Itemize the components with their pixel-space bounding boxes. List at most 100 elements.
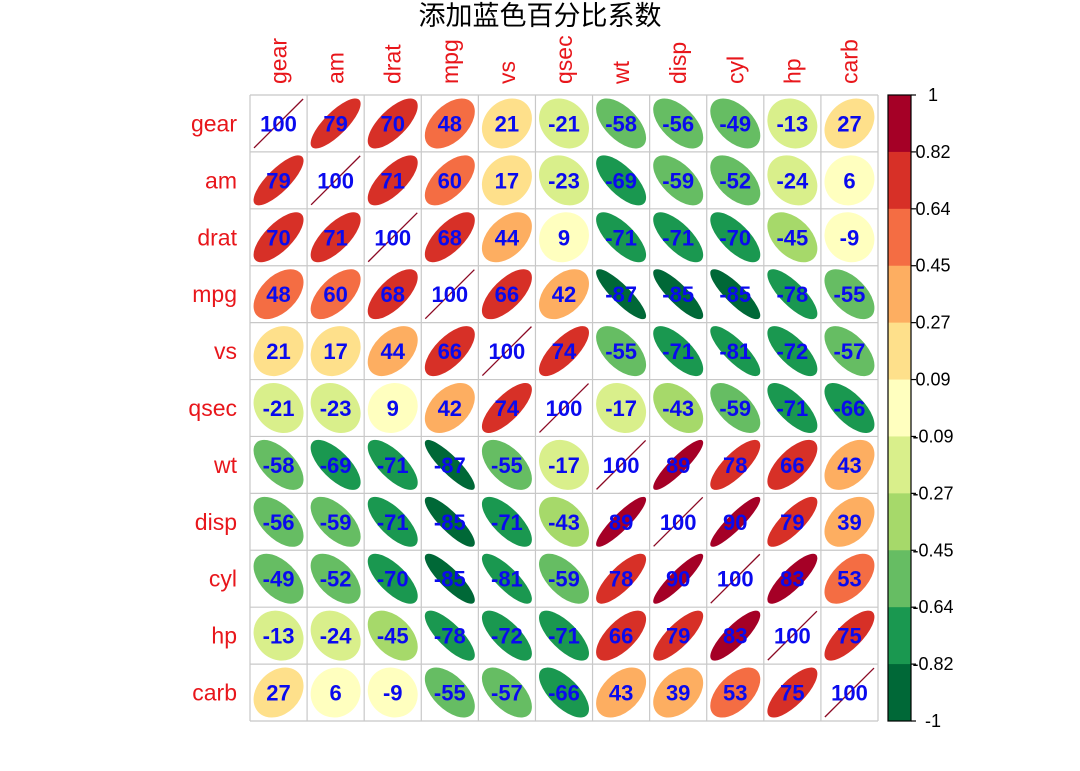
correlation-ellipse <box>653 610 704 661</box>
matrix-cell: 100 <box>481 326 532 377</box>
matrix-cell: -72 <box>481 610 532 661</box>
correlation-value: 79 <box>666 624 690 649</box>
matrix-cell: -55 <box>481 439 532 490</box>
correlation-ellipse <box>596 98 647 149</box>
correlation-ellipse <box>367 269 418 320</box>
correlation-value: -81 <box>719 339 751 364</box>
correlation-ellipse <box>424 553 475 604</box>
correlation-ellipse <box>539 326 589 377</box>
y-axis-label: mpg <box>192 281 237 307</box>
correlation-value: 44 <box>380 339 405 364</box>
correlation-value: 100 <box>717 567 754 592</box>
matrix-cell: -58 <box>253 439 304 490</box>
matrix-cell: -56 <box>653 98 704 149</box>
correlation-ellipse <box>310 496 361 547</box>
matrix-cell: -66 <box>539 667 589 718</box>
correlation-value: -70 <box>719 225 751 250</box>
correlation-value: -23 <box>320 396 352 421</box>
matrix-cell: -87 <box>424 439 475 490</box>
correlation-value: -21 <box>548 111 580 136</box>
correlation-value: -55 <box>434 681 466 706</box>
y-axis-label: wt <box>213 452 238 478</box>
correlation-value: -52 <box>320 567 352 592</box>
colorbar-bin <box>888 607 911 665</box>
correlation-ellipse <box>824 496 875 547</box>
matrix-cell: 44 <box>481 212 532 263</box>
diagonal-line <box>481 326 532 377</box>
matrix-cell: 79 <box>653 610 704 661</box>
correlation-ellipse <box>367 553 418 604</box>
correlation-ellipse <box>424 667 475 718</box>
correlation-value: -71 <box>662 225 694 250</box>
correlation-ellipse <box>596 212 647 263</box>
matrix-cell: 89 <box>653 439 704 490</box>
matrix-cell: 89 <box>596 496 647 547</box>
matrix-cell: -13 <box>253 610 304 661</box>
colorbar-tick-label: -0.09 <box>912 426 953 446</box>
correlation-value: 27 <box>266 681 290 706</box>
matrix-cell: 60 <box>310 269 361 320</box>
correlation-ellipse <box>539 496 589 547</box>
correlation-value: -71 <box>548 624 580 649</box>
matrix-cell: 66 <box>424 326 475 377</box>
correlation-ellipse <box>710 610 761 661</box>
correlation-ellipse <box>596 496 647 547</box>
diagonal-line <box>538 383 590 433</box>
correlation-value: -66 <box>548 681 580 706</box>
correlation-ellipse <box>710 212 761 263</box>
correlation-value: 21 <box>495 111 519 136</box>
correlation-ellipse <box>767 553 818 604</box>
correlation-value: -9 <box>840 225 860 250</box>
matrix-cell: -78 <box>424 610 475 661</box>
y-axis-label: vs <box>214 338 237 364</box>
correlation-value: 66 <box>609 624 633 649</box>
matrix-cell: 6 <box>824 155 875 206</box>
correlation-value: 68 <box>438 225 462 250</box>
matrix-cell: 39 <box>824 496 875 547</box>
correlation-value: 89 <box>666 453 690 478</box>
correlation-value: -55 <box>605 339 637 364</box>
correlation-ellipse <box>710 383 761 433</box>
correlation-value: 83 <box>723 624 747 649</box>
matrix-cell: 53 <box>710 667 761 718</box>
matrix-cell: -52 <box>710 155 761 206</box>
correlation-ellipse <box>310 98 361 149</box>
correlation-value: 9 <box>387 396 399 421</box>
matrix-cell: 100 <box>367 212 418 263</box>
y-axis-label: qsec <box>188 395 237 421</box>
x-axis-label: hp <box>779 58 805 84</box>
correlation-value: -43 <box>662 396 694 421</box>
matrix-cell: -71 <box>653 326 704 377</box>
matrix-cell: 83 <box>767 553 818 604</box>
matrix-cell: 21 <box>481 98 532 149</box>
correlation-ellipse <box>253 155 304 206</box>
correlation-value: -69 <box>320 453 352 478</box>
correlation-value: 71 <box>380 168 404 193</box>
correlation-value: -78 <box>434 624 466 649</box>
matrix-cell: -56 <box>253 496 304 547</box>
matrix-cell: 6 <box>310 667 361 718</box>
correlation-value: -59 <box>320 510 352 535</box>
correlation-ellipse <box>767 383 818 433</box>
correlation-value: 79 <box>780 510 804 535</box>
colorbar-tick-label: 0.45 <box>915 256 950 276</box>
correlation-ellipse <box>539 98 589 149</box>
correlation-value: -85 <box>434 510 466 535</box>
correlation-value: -72 <box>491 624 523 649</box>
correlation-value: -57 <box>834 339 866 364</box>
correlation-value: 100 <box>660 510 697 535</box>
correlation-ellipse <box>596 553 647 604</box>
matrix-cell: 75 <box>824 610 875 661</box>
matrix-cell: -71 <box>367 496 418 547</box>
diagonal-line <box>424 269 475 320</box>
matrix-cell: -43 <box>653 383 704 433</box>
correlation-ellipse <box>253 269 304 320</box>
correlation-value: -43 <box>548 510 580 535</box>
correlation-ellipse <box>367 98 418 149</box>
matrix-cell: 100 <box>824 667 875 718</box>
matrix-cell: -24 <box>767 155 818 206</box>
correlation-ellipse <box>481 667 532 718</box>
correlation-ellipse <box>710 155 761 206</box>
matrix-cell: 68 <box>367 269 418 320</box>
matrix-cell: -59 <box>539 553 589 604</box>
